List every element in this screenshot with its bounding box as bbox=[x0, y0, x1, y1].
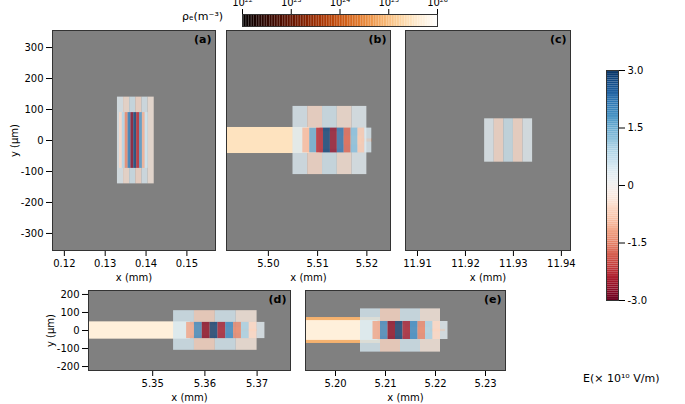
svg-text:0: 0 bbox=[628, 180, 634, 191]
svg-text:5.52: 5.52 bbox=[356, 258, 378, 269]
svg-text:-300: -300 bbox=[21, 228, 44, 239]
svg-text:100: 100 bbox=[60, 307, 79, 318]
svg-text:100: 100 bbox=[24, 104, 43, 115]
svg-text:11.93: 11.93 bbox=[499, 258, 528, 269]
svg-text:200: 200 bbox=[60, 289, 79, 300]
svg-text:5.50: 5.50 bbox=[257, 258, 279, 269]
html-text:ρₑ(m⁻³): ρₑ(m⁻³) bbox=[182, 10, 224, 23]
svg-text:10²³: 10²³ bbox=[281, 0, 302, 8]
svg-text:(c): (c) bbox=[550, 33, 567, 46]
svg-text:0: 0 bbox=[73, 325, 79, 336]
svg-text:300: 300 bbox=[24, 42, 43, 53]
svg-text:-1.5: -1.5 bbox=[628, 237, 648, 248]
svg-text:(a): (a) bbox=[194, 33, 211, 46]
svg-text:y (μm): y (μm) bbox=[9, 124, 20, 157]
svg-text:x (mm): x (mm) bbox=[387, 392, 423, 403]
svg-text:5.23: 5.23 bbox=[474, 378, 496, 389]
svg-text:0.12: 0.12 bbox=[53, 258, 75, 269]
svg-text:x (mm): x (mm) bbox=[171, 392, 207, 403]
svg-text:10²⁴: 10²⁴ bbox=[330, 0, 351, 8]
svg-text:10²²: 10²² bbox=[232, 0, 253, 8]
svg-text:11.94: 11.94 bbox=[547, 258, 576, 269]
svg-text:-100: -100 bbox=[57, 343, 80, 354]
svg-text:11.92: 11.92 bbox=[451, 258, 480, 269]
svg-text:10²⁶: 10²⁶ bbox=[427, 0, 448, 8]
svg-text:x (mm): x (mm) bbox=[116, 272, 152, 283]
svg-text:10²⁵: 10²⁵ bbox=[378, 0, 399, 8]
svg-text:-3.0: -3.0 bbox=[628, 295, 648, 306]
svg-text:5.37: 5.37 bbox=[246, 378, 268, 389]
svg-text:5.51: 5.51 bbox=[306, 258, 328, 269]
svg-text:0.15: 0.15 bbox=[176, 258, 198, 269]
svg-text:0.14: 0.14 bbox=[135, 258, 157, 269]
svg-text:3.0: 3.0 bbox=[628, 65, 644, 76]
svg-text:0: 0 bbox=[37, 135, 43, 146]
svg-text:5.21: 5.21 bbox=[374, 378, 396, 389]
svg-text:(b): (b) bbox=[369, 33, 387, 46]
svg-text:x (mm): x (mm) bbox=[290, 272, 326, 283]
svg-text:y (μm): y (μm) bbox=[45, 314, 56, 347]
svg-text:-200: -200 bbox=[57, 361, 80, 372]
svg-text:5.22: 5.22 bbox=[424, 378, 446, 389]
svg-text:5.35: 5.35 bbox=[142, 378, 164, 389]
svg-text:(e): (e) bbox=[484, 293, 502, 306]
svg-text:11.91: 11.91 bbox=[403, 258, 432, 269]
svg-text:-200: -200 bbox=[21, 197, 44, 208]
svg-text:(d): (d) bbox=[269, 293, 287, 306]
svg-text:200: 200 bbox=[24, 73, 43, 84]
svg-text:5.20: 5.20 bbox=[324, 378, 346, 389]
svg-text:1.5: 1.5 bbox=[628, 122, 644, 133]
svg-text:-100: -100 bbox=[21, 166, 44, 177]
svg-text:x (mm): x (mm) bbox=[470, 272, 506, 283]
svg-text:5.36: 5.36 bbox=[194, 378, 216, 389]
html-text:E(× 10¹⁰ V/m): E(× 10¹⁰ V/m) bbox=[583, 372, 660, 385]
svg-text:0.13: 0.13 bbox=[94, 258, 116, 269]
